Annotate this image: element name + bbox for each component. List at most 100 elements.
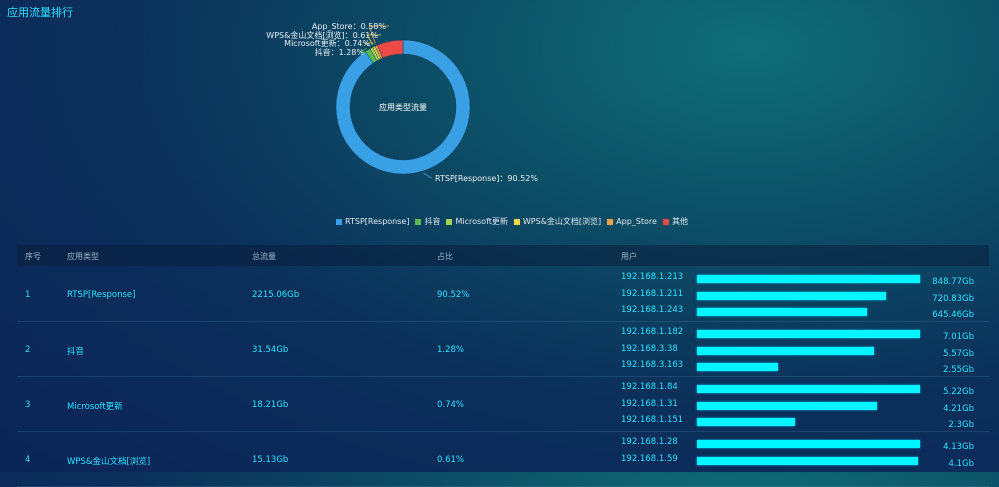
user-traffic-bar — [697, 456, 919, 465]
legend-label: 其他 — [671, 217, 688, 226]
legend-swatch — [336, 218, 343, 225]
slice-label-line — [368, 25, 389, 44]
legend-swatch — [415, 218, 422, 225]
legend-label: RTSP[Response] — [345, 217, 410, 226]
legend-item[interactable]: 其他 — [662, 216, 688, 227]
legend-label: 抖音 — [424, 217, 441, 226]
user-entry: 192.168.3.163 2.55Gb — [621, 360, 989, 376]
user-ip: 192.168.1.28 — [621, 437, 678, 447]
user-ip: 192.168.1.213 — [621, 272, 684, 282]
slice-label: RTSP[Response]：90.52% — [435, 174, 538, 183]
user-traffic-value: 4.1Gb — [948, 458, 975, 469]
user-entry: 192.168.1.84 5.22Gb — [621, 382, 989, 398]
row-index: 3 — [25, 400, 31, 410]
user-entry: 192.168.1.28 4.13Gb — [621, 437, 989, 453]
slice-label-line — [359, 48, 367, 53]
row-index: 4 — [25, 455, 31, 465]
user-ip: 192.168.1.59 — [621, 453, 678, 464]
row-index: 1 — [25, 290, 31, 300]
row-percent: 90.52% — [437, 290, 470, 300]
row-app-type: 抖音 — [67, 347, 85, 357]
table-row[interactable]: 3 Microsoft更新 18.21Gb 0.74% 192.168.1.84… — [17, 377, 989, 432]
chart-legend: RTSP[Response] 抖音 Microsoft更新 WPS&金山文档[浏览] A… — [0, 216, 999, 227]
user-traffic-value: 848.77Gb — [932, 277, 974, 287]
legend-label: App_Store — [616, 217, 657, 226]
header-total: 总流量 — [252, 252, 276, 261]
slice-label: WPS&金山文档[浏览]：0.61% — [266, 30, 378, 40]
app-traffic-donut-chart: RTSP[Response]：90.52% 抖音：1.28%Microsoft更新… — [266, 22, 538, 183]
legend-swatch — [662, 218, 669, 225]
user-traffic-bar — [697, 346, 875, 355]
user-traffic-value: 5.57Gb — [943, 348, 974, 359]
user-traffic-bar — [697, 385, 920, 393]
legend-item[interactable]: App_Store — [607, 216, 657, 227]
slice-label: App_Store：0.58% — [312, 22, 387, 31]
header-app-type: 应用类型 — [67, 252, 99, 261]
row-index: 2 — [25, 345, 31, 355]
user-traffic-value: 4.13Gb — [943, 442, 974, 452]
user-traffic-value: 7.01Gb — [943, 332, 974, 342]
user-traffic-bar — [697, 291, 887, 300]
legend-item[interactable]: WPS&金山文档[浏览] — [513, 216, 602, 227]
slice-label-line — [364, 42, 373, 47]
user-traffic-value: 2.3Gb — [948, 420, 975, 430]
header-percent: 占比 — [437, 252, 453, 261]
row-percent: 0.61% — [437, 455, 465, 465]
legend-label: WPS&金山文档[浏览] — [522, 217, 602, 226]
user-traffic-value: 645.46Gb — [932, 310, 974, 320]
slice-label: Microsoft更新：0.74% — [284, 38, 370, 48]
user-traffic-bar — [697, 308, 867, 316]
legend-label: Microsoft更新 — [455, 217, 508, 226]
user-traffic-bar — [697, 401, 877, 410]
user-traffic-bar — [697, 275, 920, 283]
row-percent: 0.74% — [437, 400, 465, 410]
user-ip: 192.168.1.243 — [621, 305, 684, 315]
user-ip: 192.168.3.38 — [621, 343, 678, 354]
user-traffic-bar — [697, 330, 920, 338]
slice-label-line — [366, 34, 381, 46]
row-app-type: WPS&金山文档[浏览] — [67, 457, 151, 467]
user-entry: 192.168.3.38 5.57Gb — [621, 344, 989, 360]
user-entry: 192.168.1.182 7.01Gb — [621, 327, 989, 343]
table-row[interactable]: 1 RTSP[Response] 2215.06Gb 90.52% 192.16… — [17, 267, 989, 322]
user-ip: 192.168.1.84 — [621, 382, 678, 392]
legend-item[interactable]: 抖音 — [415, 216, 440, 227]
legend-item[interactable]: RTSP[Response] — [336, 216, 409, 227]
user-traffic-value: 2.55Gb — [943, 365, 974, 375]
legend-swatch — [513, 218, 520, 225]
slice-label: 抖音：1.28% — [315, 47, 365, 57]
row-app-type: RTSP[Response] — [67, 290, 136, 300]
panel-title: 应用流量排行 — [7, 6, 73, 19]
row-total: 15.13Gb — [252, 455, 289, 465]
slice-0[interactable] — [335, 39, 471, 175]
user-ip: 192.168.3.163 — [621, 360, 684, 370]
table-row[interactable]: 2 抖音 31.54Gb 1.28% 192.168.1.182 7.01Gb … — [17, 322, 989, 377]
legend-item[interactable]: Microsoft更新 — [446, 216, 508, 227]
header-users: 用户 — [621, 252, 637, 261]
table-header: 序号 应用类型 总流量 占比 用户 — [17, 245, 989, 266]
donut-center-label: 应用类型流量 — [379, 102, 427, 112]
user-traffic-value: 5.22Gb — [943, 387, 974, 397]
user-ip: 192.168.1.211 — [621, 288, 684, 299]
table-row[interactable]: 4 WPS&金山文档[浏览] 15.13Gb 0.61% 192.168.1.2… — [17, 432, 989, 487]
user-entry: 192.168.1.59 4.1Gb — [621, 454, 989, 470]
row-app-type: Microsoft更新 — [67, 402, 123, 412]
user-entry: 192.168.1.243 645.46Gb — [621, 305, 989, 321]
user-traffic-bar — [697, 363, 779, 371]
user-traffic-bar — [697, 418, 796, 426]
user-traffic-value: 4.21Gb — [943, 403, 974, 414]
user-ip: 192.168.1.182 — [621, 327, 684, 337]
user-entry: 192.168.1.151 2.3Gb — [621, 415, 989, 431]
row-total: 2215.06Gb — [252, 290, 300, 300]
row-total: 18.21Gb — [252, 400, 289, 410]
row-percent: 1.28% — [437, 345, 465, 355]
row-total: 31.54Gb — [252, 345, 289, 355]
user-ip: 192.168.1.151 — [621, 415, 684, 425]
user-ip: 192.168.1.31 — [621, 398, 678, 409]
legend-swatch — [446, 218, 453, 225]
header-index: 序号 — [25, 252, 41, 261]
slice-5[interactable] — [376, 39, 404, 59]
user-traffic-bar — [697, 440, 920, 448]
user-entry: 192.168.1.31 4.21Gb — [621, 399, 989, 415]
user-traffic-value: 720.83Gb — [932, 293, 974, 304]
